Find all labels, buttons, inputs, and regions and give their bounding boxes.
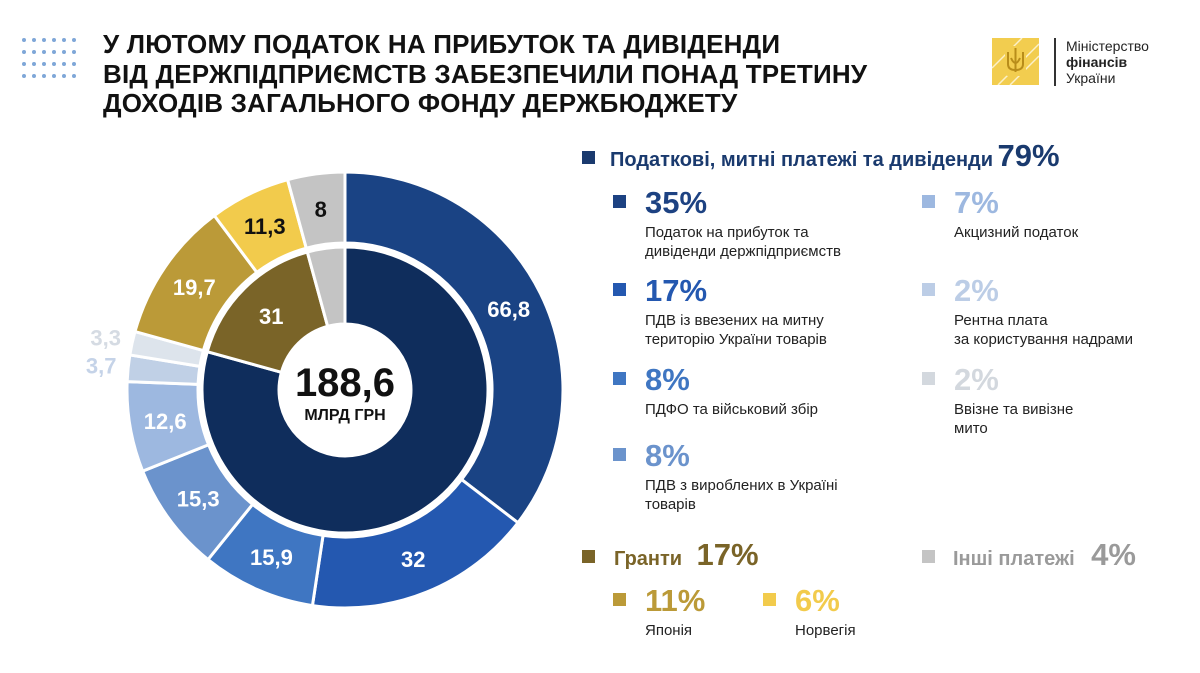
dot <box>72 38 76 42</box>
dot <box>22 74 26 78</box>
taxes-item-description: ПДВ із ввезених на митну територію Україн… <box>645 312 827 348</box>
dot <box>52 50 56 54</box>
outer-ring-label: 11,3 <box>244 214 286 239</box>
outer-ring-label: 3,7 <box>86 353 117 378</box>
dot <box>62 38 66 42</box>
outer-ring-label: 15,9 <box>250 545 293 570</box>
title-line: ДОХОДІВ ЗАГАЛЬНОГО ФОНДУ ДЕРЖБЮДЖЕТУ <box>103 88 738 118</box>
outer-ring-label: 12,6 <box>144 409 187 434</box>
taxes-item-square <box>613 372 626 385</box>
dot <box>42 38 46 42</box>
logo-line: фінансів <box>1066 54 1128 70</box>
taxes-item-description: ПДВ з вироблених в Україні товарів <box>645 477 838 513</box>
other-label: Інші платежі <box>953 548 1075 570</box>
logo-line: Міністерство <box>1066 38 1149 54</box>
taxes-item-square <box>613 448 626 461</box>
dot <box>72 74 76 78</box>
grants-item-square <box>763 593 776 606</box>
taxes-item-pct: 2% <box>954 362 999 397</box>
outer-ring-slice <box>285 170 347 251</box>
grants-pct: 17% <box>696 537 759 572</box>
grants-item-description: Норвегія <box>795 622 856 639</box>
outer-ring-label: 66,8 <box>487 297 530 322</box>
title-line: У ЛЮТОМУ ПОДАТОК НА ПРИБУТОК ТА ДИВІДЕНД… <box>103 29 781 59</box>
logo-line: України <box>1066 70 1116 86</box>
taxes-item-square <box>613 283 626 296</box>
decorative-dots-icon <box>22 38 82 86</box>
dot <box>72 62 76 66</box>
taxes-item-square <box>922 372 935 385</box>
dot <box>72 50 76 54</box>
title-line: ВІД ДЕРЖПІДПРИЄМСТВ ЗАБЕЗПЕЧИЛИ ПОНАД ТР… <box>103 58 868 89</box>
logo-divider <box>1054 38 1056 86</box>
taxes-item-description: Акцизний податок <box>954 224 1079 241</box>
grants-item-description: Японія <box>645 622 693 639</box>
grants-label: Гранти <box>614 548 683 570</box>
taxes-item-description: Ввізне та вивізне мито <box>954 401 1074 437</box>
outer-ring-label: 3,3 <box>90 325 121 350</box>
dot <box>52 62 56 66</box>
center-unit: МЛРД ГРН <box>304 407 385 424</box>
grants-item-square <box>613 593 626 606</box>
taxes-item-description: Податок на прибуток та дивіденди держпідп… <box>645 224 841 260</box>
outer-ring-label: 8 <box>315 197 327 222</box>
dot <box>32 50 36 54</box>
dot <box>42 74 46 78</box>
dot <box>22 50 26 54</box>
taxes-pct: 79% <box>997 138 1060 173</box>
grants-item-pct: 11% <box>645 583 706 618</box>
taxes-legend-header: Податкові, митні платежі та дивіденди 79… <box>610 138 1060 174</box>
dot <box>52 38 56 42</box>
ministry-logo-text: Міністерство фінансів України <box>1066 38 1149 86</box>
donut-chart: 66,8 32 15,9 15,3 12,6 3,7 3,3 19,7 11,3 8 31 188,… <box>86 170 565 610</box>
dot <box>42 62 46 66</box>
trident-logo-icon <box>991 37 1040 86</box>
grants-item-pct: 6% <box>795 583 840 618</box>
other-pct: 4% <box>1091 537 1136 572</box>
taxes-item-description: Рентна плата за користування надрами <box>954 312 1133 348</box>
dot <box>62 50 66 54</box>
taxes-item-square <box>613 195 626 208</box>
dot <box>32 74 36 78</box>
outer-ring-slice <box>343 170 565 525</box>
other-legend-header: Інші платежі 4% <box>953 537 1136 573</box>
dot <box>32 38 36 42</box>
outer-ring-label: 32 <box>401 547 425 572</box>
dot <box>32 62 36 66</box>
grants-legend-header: Гранти 17% <box>614 537 759 573</box>
outer-ring-label: 19,7 <box>173 275 216 300</box>
taxes-item-pct: 35% <box>645 185 708 220</box>
taxes-item-pct: 8% <box>645 438 690 473</box>
dot <box>22 62 26 66</box>
taxes-item-pct: 7% <box>954 185 999 220</box>
grants-legend-square <box>582 550 595 563</box>
inner-ring-label: 31 <box>259 304 283 329</box>
taxes-item-square <box>922 283 935 296</box>
dot <box>62 74 66 78</box>
taxes-legend-square <box>582 151 595 164</box>
taxes-item-pct: 17% <box>645 273 708 308</box>
taxes-label: Податкові, митні платежі та дивіденди <box>610 149 994 171</box>
dot <box>42 50 46 54</box>
outer-ring-label: 15,3 <box>177 486 220 511</box>
taxes-item-pct: 8% <box>645 362 690 397</box>
taxes-item-square <box>922 195 935 208</box>
taxes-item-pct: 2% <box>954 273 999 308</box>
center-total: 188,6 <box>295 361 395 405</box>
taxes-item-description: ПДФО та військовий збір <box>645 401 818 418</box>
center-hole <box>279 324 411 456</box>
dot <box>62 62 66 66</box>
page-title: У ЛЮТОМУ ПОДАТОК НА ПРИБУТОК ТА ДИВІДЕНД… <box>103 29 868 119</box>
dot <box>22 38 26 42</box>
dot <box>52 74 56 78</box>
other-legend-square <box>922 550 935 563</box>
